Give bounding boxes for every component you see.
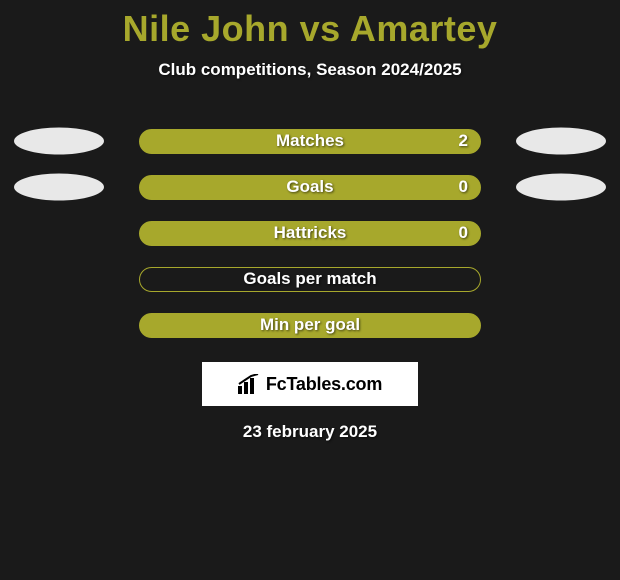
- brand-text: FcTables.com: [266, 374, 382, 395]
- stat-bar: Matches 2: [139, 129, 481, 154]
- stat-label: Min per goal: [260, 315, 360, 335]
- stat-bar: Goals 0: [139, 175, 481, 200]
- comparison-rows: Matches 2 Goals 0 Hattricks 0 Goals per …: [0, 118, 620, 348]
- chart-icon: [238, 374, 260, 394]
- stat-bar: Hattricks 0: [139, 221, 481, 246]
- right-disc: [516, 128, 606, 155]
- stat-row-min-per-goal: Min per goal: [0, 302, 620, 348]
- left-disc: [14, 128, 104, 155]
- stat-row-matches: Matches 2: [0, 118, 620, 164]
- subtitle: Club competitions, Season 2024/2025: [0, 60, 620, 80]
- stat-row-goals: Goals 0: [0, 164, 620, 210]
- stat-label: Goals: [286, 177, 333, 197]
- right-disc: [516, 174, 606, 201]
- stat-value: 0: [459, 223, 468, 243]
- date-label: 23 february 2025: [0, 422, 620, 442]
- stat-label: Matches: [276, 131, 344, 151]
- brand-badge: FcTables.com: [202, 362, 418, 406]
- stat-label: Goals per match: [243, 269, 376, 289]
- page-title: Nile John vs Amartey: [0, 0, 620, 50]
- stat-row-goals-per-match: Goals per match: [0, 256, 620, 302]
- stat-row-hattricks: Hattricks 0: [0, 210, 620, 256]
- stat-value: 0: [459, 177, 468, 197]
- stat-value: 2: [459, 131, 468, 151]
- stat-bar: Min per goal: [139, 313, 481, 338]
- stat-label: Hattricks: [274, 223, 347, 243]
- left-disc: [14, 174, 104, 201]
- stat-bar: Goals per match: [139, 267, 481, 292]
